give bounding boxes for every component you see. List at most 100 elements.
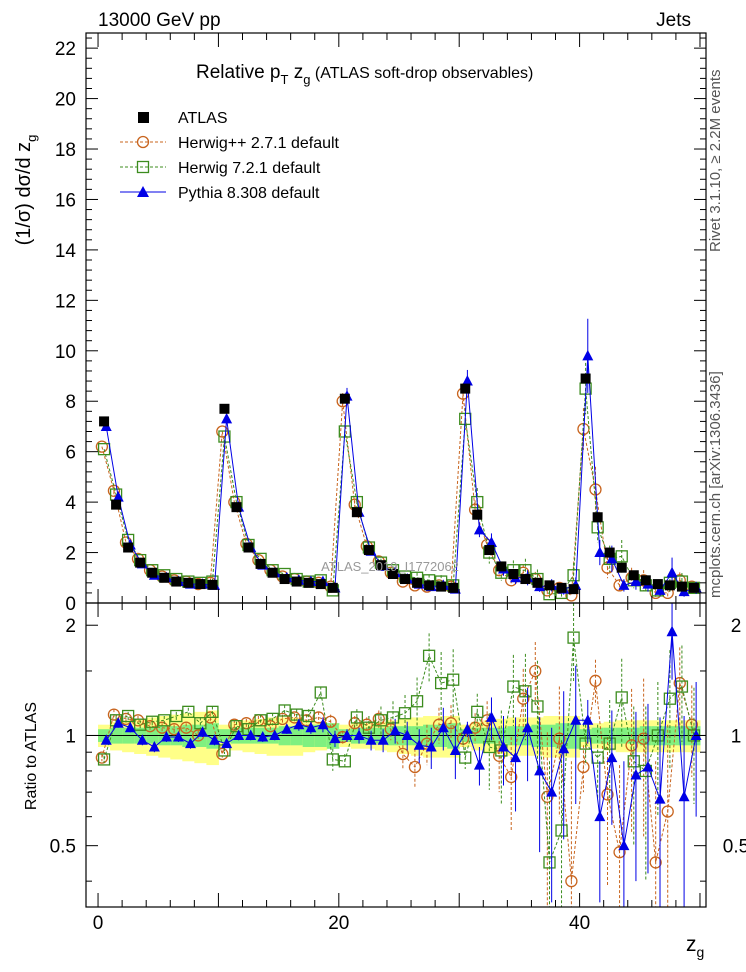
ratio-point-pythia-8-308-default (654, 793, 666, 804)
ratio-point-herwig-7-2-1-default (170, 709, 183, 723)
legend-label-atlas: ATLAS (178, 110, 228, 127)
main-point-pythia-8-308-default (461, 375, 473, 386)
ratio-point-pythia-8-308-default (461, 723, 473, 734)
x-tick-label: 0 (93, 913, 104, 934)
ratio-point-pythia-8-308-default (642, 761, 654, 772)
main-point-herwig-7-2-1-default (687, 581, 701, 595)
main-point-herwig-7-2-1-default (97, 443, 111, 456)
ratio-point-herwig-2-7-1-default (228, 718, 241, 731)
ratio-point-pythia-8-308-default (690, 729, 702, 740)
ratio-point-herwig-7-2-1-default (194, 717, 207, 730)
main-panel-data (95, 318, 702, 602)
ratio-point-herwig-7-2-1-default (651, 729, 664, 742)
ratio-point-herwig-7-2-1-default (302, 709, 315, 723)
main-point-atlas (363, 545, 374, 556)
title-z: z (288, 62, 303, 83)
ratio-y-tick-label-right: 0.5 (723, 837, 746, 858)
main-point-atlas (532, 577, 543, 588)
main-point-atlas (147, 567, 158, 578)
ratio-point-pythia-8-308-default (305, 721, 317, 733)
ratio-point-herwig-7-2-1-default (422, 649, 436, 662)
main-y-tick-label: 16 (55, 190, 76, 211)
main-y-tick-label: 0 (65, 594, 76, 615)
ratio-point-herwig-2-7-1-default (143, 720, 157, 733)
main-point-atlas (375, 560, 386, 571)
main-point-atlas (195, 579, 206, 590)
ratio-point-pythia-8-308-default (666, 625, 678, 637)
main-point-atlas (616, 562, 627, 573)
ratio-point-herwig-7-2-1-default (434, 676, 448, 690)
ratio-point-herwig-7-2-1-default (555, 824, 568, 837)
ratio-point-herwig-2-7-1-default (372, 712, 385, 726)
header-right: Jets (656, 10, 691, 31)
x-label-main: z (686, 933, 697, 956)
main-y-tick-label: 8 (65, 392, 76, 413)
legend: ATLAS Herwig++ 2.7.1 default Herwig 7.2.… (120, 110, 340, 202)
ratio-y-tick-label-left: 1 (65, 726, 76, 747)
ratio-point-pythia-8-308-default (377, 734, 389, 745)
main-y-tick-label: 12 (55, 291, 76, 312)
ratio-point-pythia-8-308-default (546, 786, 558, 797)
ratio-point-herwig-7-2-1-default (134, 718, 147, 731)
header-left: 13000 GeV pp (98, 10, 221, 31)
ratio-point-herwig-2-7-1-default (613, 846, 626, 859)
ratio-point-herwig-2-7-1-default (541, 790, 554, 803)
ratio-point-pythia-8-308-default (365, 734, 377, 745)
main-point-pythia-8-308-default (654, 584, 666, 595)
ratio-point-pythia-8-308-default (233, 729, 245, 740)
main-point-pythia-8-308-default (666, 566, 678, 578)
main-point-atlas (520, 574, 531, 585)
ratio-point-herwig-7-2-1-default (278, 704, 291, 717)
main-point-atlas (255, 558, 266, 569)
ratio-point-herwig-7-2-1-default (290, 708, 303, 721)
ratio-point-herwig-7-2-1-default (447, 673, 460, 686)
ratio-point-herwig-2-7-1-default (601, 788, 614, 801)
ratio-point-pythia-8-308-default (510, 751, 522, 763)
main-point-atlas (580, 373, 591, 384)
ratio-point-pythia-8-308-default (197, 726, 209, 737)
main-point-atlas (652, 579, 663, 590)
ratio-point-pythia-8-308-default (498, 740, 510, 752)
ratio-point-herwig-7-2-1-default (338, 755, 351, 768)
main-y-tick-label: 4 (65, 493, 76, 514)
ratio-point-herwig-2-7-1-default (312, 711, 325, 724)
ratio-point-herwig-7-2-1-default (471, 705, 484, 718)
main-point-pythia-8-308-default (618, 579, 630, 590)
main-point-atlas (291, 576, 302, 587)
ratio-point-pythia-8-308-default (257, 731, 269, 742)
ratio-point-pythia-8-308-default (534, 764, 546, 776)
ratio-point-herwig-7-2-1-default (121, 709, 135, 723)
main-point-atlas (327, 582, 338, 593)
main-point-atlas (448, 582, 459, 593)
title-sub-g: g (303, 72, 310, 87)
ratio-point-pythia-8-308-default (317, 718, 329, 730)
main-point-atlas (544, 580, 555, 591)
main-point-herwig-2-7-1-default (95, 440, 109, 453)
main-point-atlas (135, 557, 146, 568)
main-point-atlas (400, 574, 411, 585)
main-point-atlas (303, 577, 314, 588)
chart-title: Relative pT zg (ATLAS soft-drop observab… (196, 62, 533, 87)
main-point-atlas (183, 577, 194, 588)
main-point-atlas (207, 579, 218, 590)
main-point-atlas (664, 580, 675, 591)
main-point-atlas (387, 568, 398, 579)
title-rest: (ATLAS soft-drop observables) (310, 65, 533, 82)
main-point-atlas (496, 561, 507, 572)
ratio-point-herwig-7-2-1-default (603, 737, 616, 750)
ratio-point-herwig-7-2-1-default (97, 753, 111, 766)
main-point-atlas (508, 568, 519, 579)
ratio-point-herwig-7-2-1-default (158, 714, 171, 727)
ratio-point-herwig-2-7-1-default (625, 739, 638, 752)
legend-marker-herwig7 (136, 160, 150, 174)
ratio-line-herwig-7-2-1-default (103, 637, 695, 863)
main-point-atlas (99, 416, 110, 427)
ratio-point-herwig-7-2-1-default (398, 707, 412, 720)
ratio-point-pythia-8-308-default (389, 724, 401, 736)
ratio-point-pythia-8-308-default (558, 742, 570, 754)
ratio-point-pythia-8-308-default (606, 751, 618, 763)
main-point-pythia-8-308-default (606, 552, 618, 564)
ratio-point-pythia-8-308-default (269, 729, 281, 740)
ratio-point-pythia-8-308-default (630, 768, 642, 780)
